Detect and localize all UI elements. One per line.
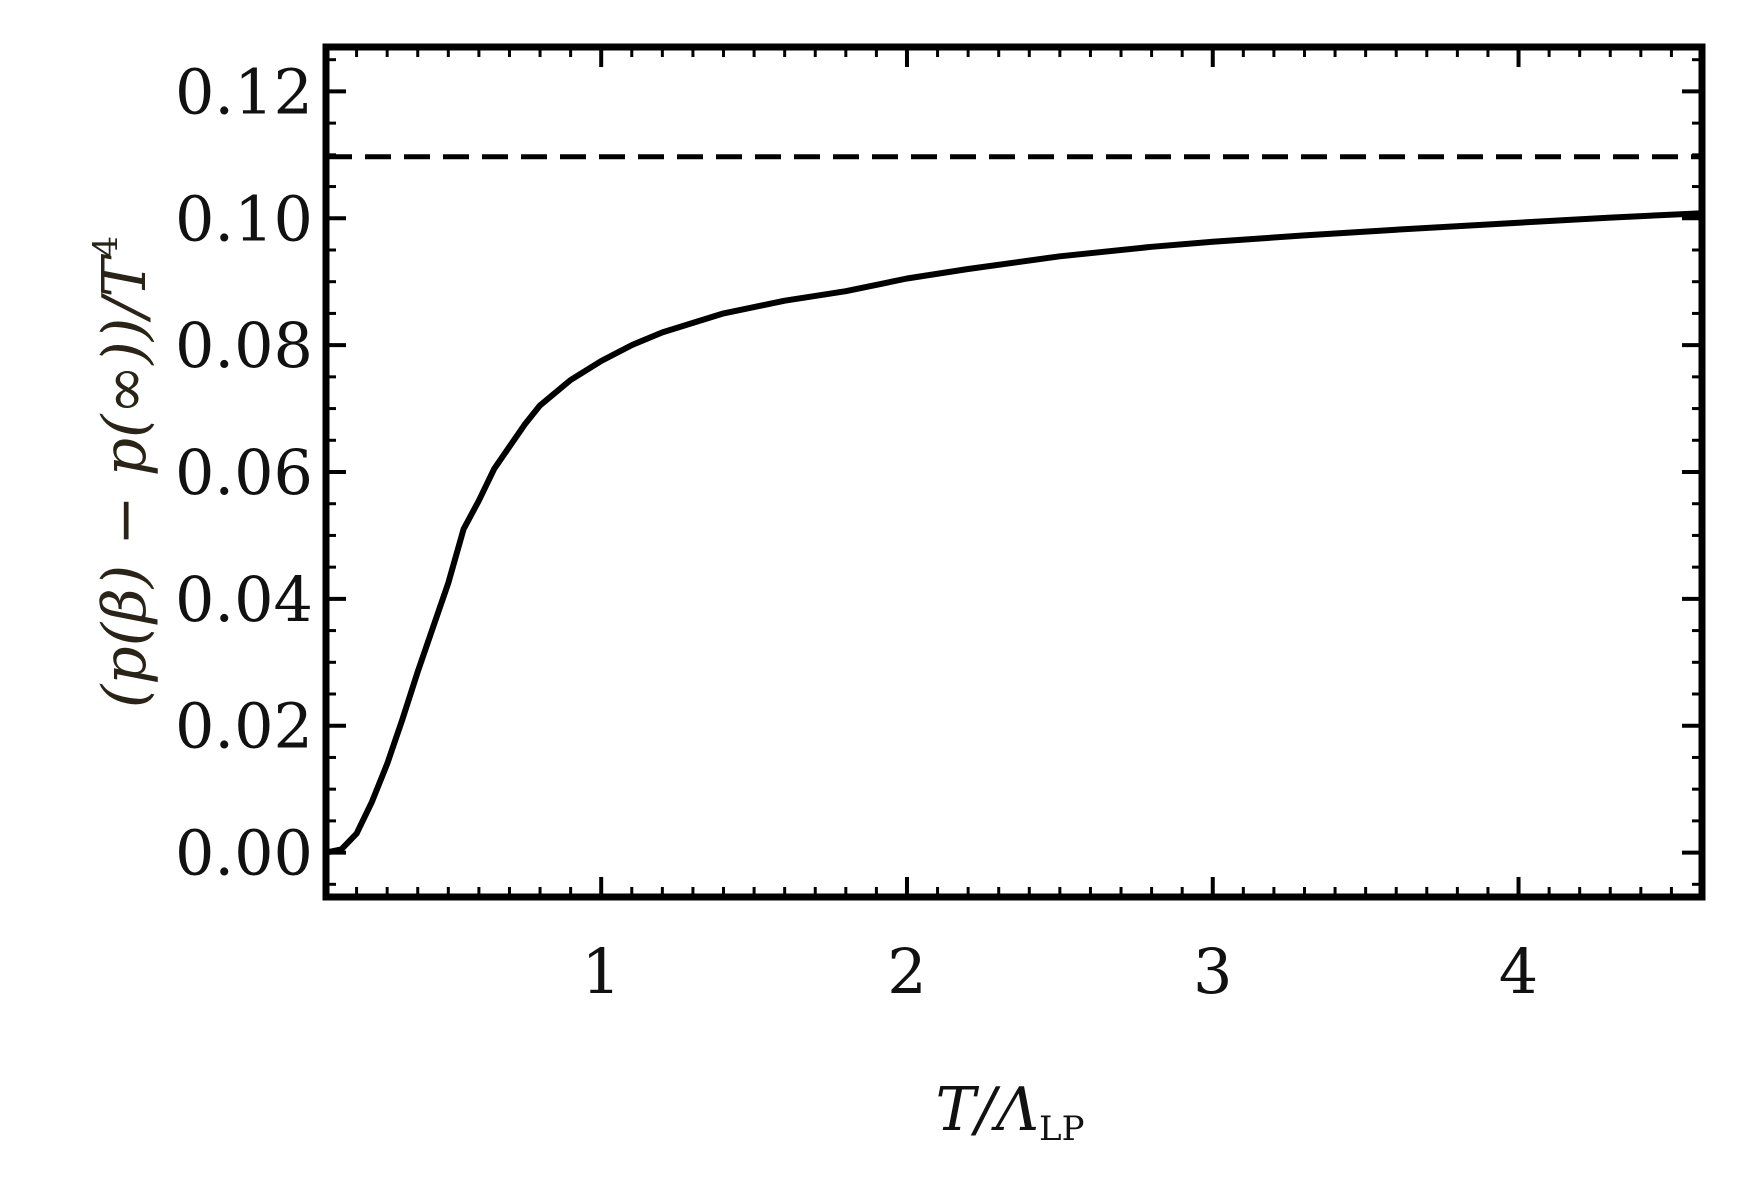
y-tick-label: 0.12 bbox=[175, 55, 313, 128]
y-axis-title-sup: 4 bbox=[86, 236, 126, 258]
y-tick-label: 0.06 bbox=[175, 436, 313, 509]
x-tick-label: 2 bbox=[887, 935, 926, 1008]
pressure-curve-line bbox=[325, 210, 1703, 856]
x-tick-label: 4 bbox=[1499, 935, 1538, 1008]
y-axis-title-group: (p(β) − p(∞))/T4 bbox=[86, 236, 160, 708]
y-tick-label: 0.00 bbox=[175, 817, 313, 890]
y-tick-label: 0.08 bbox=[175, 309, 313, 382]
y-axis-title: (p(β) − p(∞))/T4 bbox=[86, 236, 160, 708]
x-tick-label: 1 bbox=[581, 935, 620, 1008]
x-axis-title: T/ΛLP bbox=[935, 1075, 1084, 1149]
tick-label-layer: 1 2 3 4 0.00 0.02 0.04 0.06 0.08 0.10 0.12 bbox=[175, 55, 1538, 1008]
x-tick-label: 3 bbox=[1193, 935, 1232, 1008]
series-layer bbox=[325, 154, 1703, 856]
x-axis-title-main: T/Λ bbox=[935, 1075, 1039, 1145]
plot-frame bbox=[322, 43, 1706, 901]
y-axis-title-main: (p(β) − p(∞))/T bbox=[90, 254, 160, 709]
y-tick-label: 0.10 bbox=[175, 182, 313, 255]
y-tick-label: 0.02 bbox=[175, 690, 313, 763]
x-axis-title-sub: LP bbox=[1039, 1109, 1084, 1149]
y-tick-label: 0.04 bbox=[175, 563, 313, 636]
